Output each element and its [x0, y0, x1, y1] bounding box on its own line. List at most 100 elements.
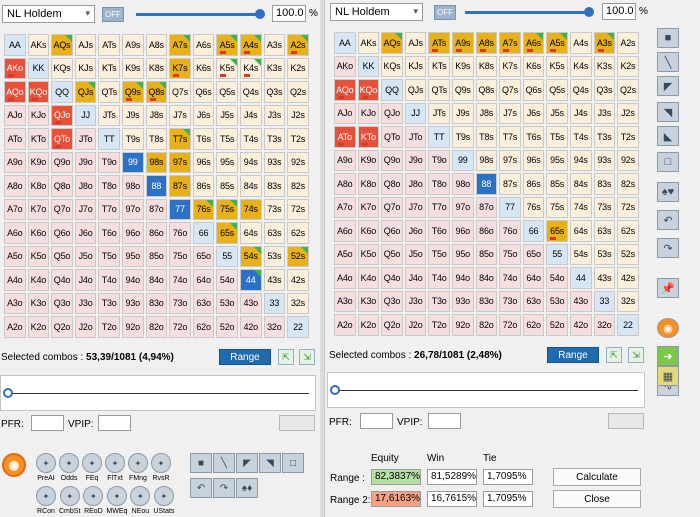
hand-cell-82s[interactable]: 82s	[287, 175, 309, 197]
hand-cell-K8o[interactable]: K8o	[357, 173, 380, 195]
hand-cell-T8s[interactable]: T8s	[475, 126, 498, 148]
pfr-input[interactable]	[31, 415, 64, 431]
hand-cell-85s[interactable]: 85s	[546, 173, 568, 195]
hand-cell-A6s[interactable]: A6s	[522, 32, 545, 54]
hand-cell-AJo[interactable]: AJo	[4, 104, 26, 126]
export-icon[interactable]: ⇲	[628, 347, 644, 363]
hand-cell-JTs[interactable]: JTs	[428, 102, 450, 124]
hand-cell-43s[interactable]: 43s	[263, 269, 286, 291]
hand-cell-63s[interactable]: 63s	[593, 220, 616, 242]
hand-cell-QTo[interactable]: QTo	[381, 126, 403, 148]
hand-cell-KTo[interactable]: KTo	[27, 128, 50, 150]
hand-cell-92o[interactable]: 92o	[451, 314, 474, 336]
hand-cell-K9s[interactable]: K9s	[451, 55, 474, 77]
hand-cell-66[interactable]: 66	[522, 220, 545, 242]
hand-cell-62s[interactable]: 62s	[287, 222, 309, 244]
hand-cell-83s[interactable]: 83s	[263, 175, 286, 197]
hand-cell-J2s[interactable]: J2s	[287, 104, 309, 126]
hand-cell-43s[interactable]: 43s	[593, 267, 616, 289]
hand-cell-Q8s[interactable]: Q8s	[145, 81, 168, 103]
hand-cell-97o[interactable]: 97o	[451, 196, 474, 218]
close-button[interactable]: Close	[553, 490, 641, 508]
hand-cell-KQs[interactable]: KQs	[51, 57, 73, 79]
hand-cell-A3o[interactable]: A3o	[4, 292, 26, 314]
hand-cell-84s[interactable]: 84s	[569, 173, 592, 195]
hand-cell-A6o[interactable]: A6o	[4, 222, 26, 244]
hand-cell-KJo[interactable]: KJo	[357, 102, 380, 124]
hand-cell-64o[interactable]: 64o	[522, 267, 545, 289]
hand-cell-T9o[interactable]: T9o	[98, 151, 120, 173]
hand-cell-44[interactable]: 44	[569, 267, 592, 289]
hand-cell-AKo[interactable]: AKo	[334, 55, 356, 77]
hand-cell-96o[interactable]: 96o	[451, 220, 474, 242]
hand-cell-QJs[interactable]: QJs	[404, 79, 427, 101]
tool-fltxt[interactable]: ✦ FlTxt	[105, 453, 125, 482]
hand-cell-T8o[interactable]: T8o	[428, 173, 450, 195]
hand-cell-82o[interactable]: 82o	[475, 314, 498, 336]
hand-cell-A3s[interactable]: A3s	[263, 34, 286, 56]
tool-odds[interactable]: ✦ Odds	[59, 453, 79, 482]
hand-cell-A7o[interactable]: A7o	[334, 196, 356, 218]
hand-cell-T6o[interactable]: T6o	[98, 222, 120, 244]
hand-cell-K6o[interactable]: K6o	[357, 220, 380, 242]
hand-cell-55[interactable]: 55	[216, 245, 238, 267]
hand-cell-AQo[interactable]: AQo	[4, 81, 26, 103]
diag-line-icon[interactable]: ╲	[213, 453, 235, 473]
hand-cell-T7s[interactable]: T7s	[169, 128, 191, 150]
hand-cell-K5o[interactable]: K5o	[27, 245, 50, 267]
hand-cell-T4o[interactable]: T4o	[428, 267, 450, 289]
hand-cell-AKs[interactable]: AKs	[357, 32, 380, 54]
hand-cell-86s[interactable]: 86s	[522, 173, 545, 195]
hand-cell-KTs[interactable]: KTs	[98, 57, 120, 79]
hand-cell-AA[interactable]: AA	[334, 32, 356, 54]
vpip-input[interactable]	[98, 415, 131, 431]
hand-cell-J6s[interactable]: J6s	[192, 104, 215, 126]
hand-cell-52s[interactable]: 52s	[617, 243, 639, 265]
hand-cell-QTs[interactable]: QTs	[428, 79, 450, 101]
game-select-2[interactable]: NL Holdem ▾	[330, 3, 423, 21]
hand-cell-63s[interactable]: 63s	[263, 222, 286, 244]
hand-cell-A5s[interactable]: A5s	[216, 34, 238, 56]
hand-cell-73s[interactable]: 73s	[263, 198, 286, 220]
hand-cell-53s[interactable]: 53s	[263, 245, 286, 267]
panel-divider[interactable]	[320, 0, 324, 517]
hand-cell-33[interactable]: 33	[263, 292, 286, 314]
hand-cell-Q7s[interactable]: Q7s	[499, 79, 521, 101]
hand-cell-T9s[interactable]: T9s	[451, 126, 474, 148]
hand-cell-32s[interactable]: 32s	[287, 292, 309, 314]
hand-cell-Q2s[interactable]: Q2s	[287, 81, 309, 103]
hand-cell-J9o[interactable]: J9o	[404, 149, 427, 171]
hand-cell-T6s[interactable]: T6s	[522, 126, 545, 148]
hand-cell-J8s[interactable]: J8s	[145, 104, 168, 126]
range-button-2[interactable]: Range	[547, 347, 599, 363]
hand-cell-72o[interactable]: 72o	[169, 316, 191, 338]
hand-cell-K6o[interactable]: K6o	[27, 222, 50, 244]
import-icon[interactable]: ⇱	[278, 349, 294, 365]
hand-cell-A2o[interactable]: A2o	[4, 316, 26, 338]
hand-cell-82o[interactable]: 82o	[145, 316, 168, 338]
hand-cell-K2s[interactable]: K2s	[617, 55, 639, 77]
hand-cell-83o[interactable]: 83o	[475, 290, 498, 312]
hand-cell-T7s[interactable]: T7s	[499, 126, 521, 148]
hand-cell-T6s[interactable]: T6s	[192, 128, 215, 150]
hand-cell-ATs[interactable]: ATs	[98, 34, 120, 56]
hand-cell-A2o[interactable]: A2o	[334, 314, 356, 336]
hand-cell-QJo[interactable]: QJo	[51, 104, 73, 126]
weight-slider-knob-2[interactable]	[330, 385, 340, 395]
vpip-input-2[interactable]	[428, 413, 461, 429]
hand-cell-73o[interactable]: 73o	[499, 290, 521, 312]
hand-cell-74s[interactable]: 74s	[239, 198, 262, 220]
hand-cell-33[interactable]: 33	[593, 290, 616, 312]
hand-cell-JJ[interactable]: JJ	[74, 104, 97, 126]
hand-cell-J7o[interactable]: J7o	[74, 198, 97, 220]
hand-cell-A9o[interactable]: A9o	[334, 149, 356, 171]
hand-cell-J9s[interactable]: J9s	[451, 102, 474, 124]
calculate-button[interactable]: Calculate	[553, 468, 641, 486]
hand-cell-72s[interactable]: 72s	[287, 198, 309, 220]
hand-cell-98s[interactable]: 98s	[145, 151, 168, 173]
hand-cell-K3o[interactable]: K3o	[27, 292, 50, 314]
hand-cell-76o[interactable]: 76o	[499, 220, 521, 242]
hand-cell-J4o[interactable]: J4o	[74, 269, 97, 291]
hand-cell-AJs[interactable]: AJs	[404, 32, 427, 54]
hand-cell-86s[interactable]: 86s	[192, 175, 215, 197]
